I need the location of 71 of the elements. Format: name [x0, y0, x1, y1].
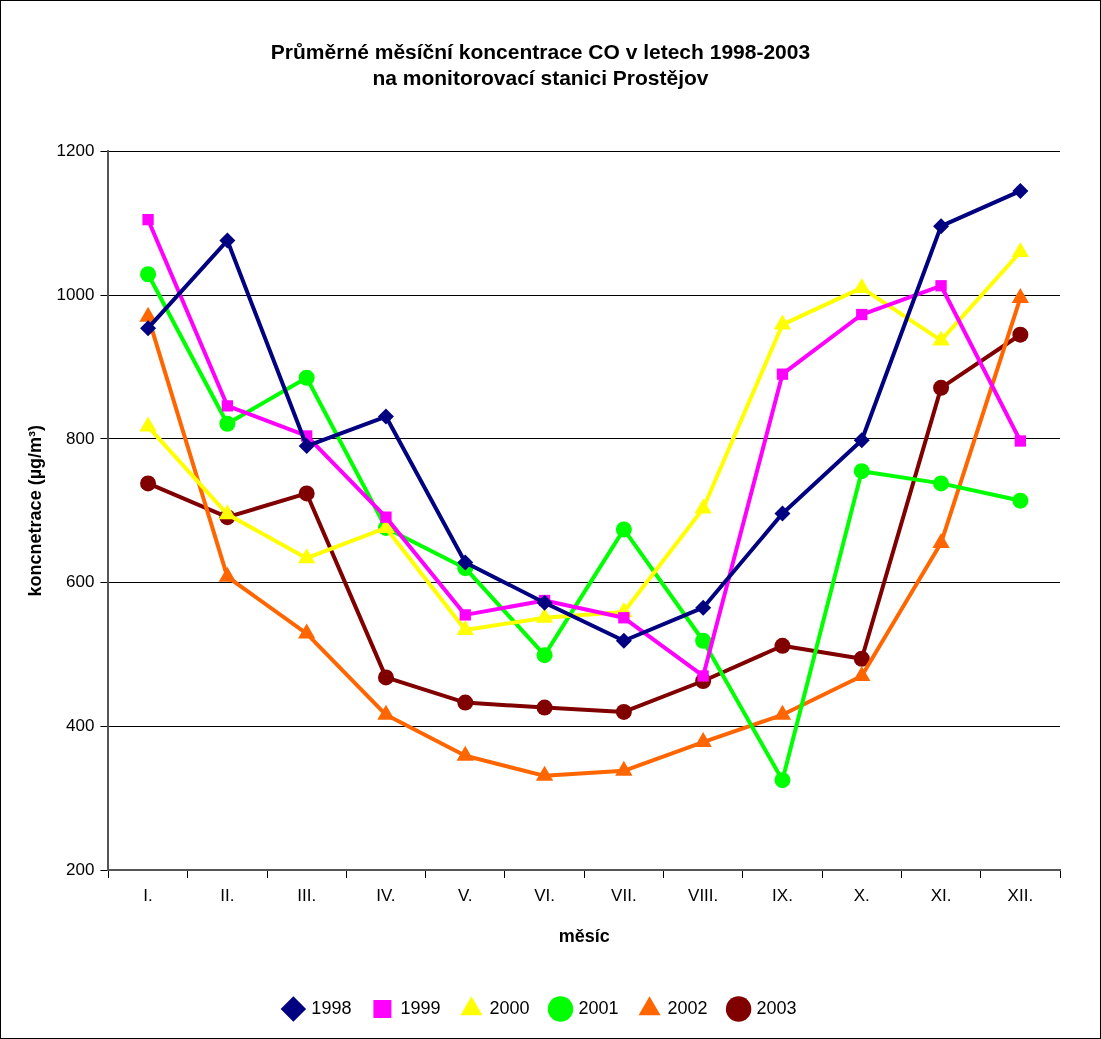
chart-title: Průměrné měsíční koncentrace CO v letech 1998-2003 na monitorovací stanici Prostějov	[270, 40, 811, 89]
x-tick-label: IX.	[772, 885, 793, 905]
point	[1012, 326, 1029, 343]
point	[377, 408, 394, 425]
point	[774, 505, 791, 522]
x-tick-label: I.	[143, 885, 153, 905]
point	[776, 368, 789, 380]
point	[615, 632, 632, 649]
y-tick-label: 1200	[56, 141, 95, 161]
legend-label: 1999	[400, 997, 441, 1018]
point	[853, 463, 870, 480]
x-tick-label: XI.	[930, 885, 952, 905]
x-tick-label: X.	[853, 885, 870, 905]
x-tick-label: V.	[458, 885, 473, 905]
y-tick-label: 1000	[56, 284, 95, 304]
point	[219, 415, 236, 432]
point	[536, 647, 553, 664]
point	[457, 554, 474, 571]
legend-label: 2000	[489, 997, 530, 1018]
point	[140, 475, 157, 492]
point	[695, 599, 712, 616]
y-tick-label: 200	[66, 859, 95, 879]
point	[298, 548, 316, 564]
point	[853, 432, 870, 449]
x-tick-label: XII.	[1007, 885, 1034, 905]
point	[377, 669, 394, 686]
point	[380, 511, 392, 523]
legend-label: 1998	[311, 997, 352, 1018]
point	[142, 214, 154, 226]
point	[536, 699, 553, 716]
point	[933, 379, 950, 396]
point	[774, 637, 791, 654]
point	[1014, 435, 1027, 447]
point	[774, 772, 791, 789]
point	[935, 280, 947, 292]
point	[459, 609, 471, 621]
point	[219, 232, 236, 249]
point	[298, 369, 315, 386]
point	[853, 650, 870, 667]
point	[695, 632, 712, 649]
point	[140, 320, 157, 337]
point	[933, 218, 950, 235]
point	[615, 703, 632, 720]
point	[933, 475, 950, 492]
point	[856, 308, 868, 321]
legend-label: 2002	[667, 997, 708, 1018]
point	[618, 612, 630, 624]
point	[457, 694, 474, 711]
x-tick-label: VI.	[534, 885, 555, 905]
y-tick-label: 800	[66, 428, 95, 448]
x-tick-label: VIII.	[688, 885, 719, 905]
x-tick-label: II.	[220, 885, 235, 905]
point	[298, 485, 315, 502]
point	[221, 400, 234, 412]
y-tick-label: 400	[66, 715, 95, 735]
legend-label: 2003	[756, 997, 797, 1018]
point	[1012, 182, 1029, 199]
point	[298, 438, 315, 455]
x-axis-title: měsíc	[558, 926, 610, 947]
point	[932, 533, 950, 549]
point	[615, 521, 632, 538]
y-axis-title: koncnetrace (µg/m³)	[24, 424, 45, 597]
x-tick-label: VII.	[611, 885, 637, 905]
legend-label: 2001	[578, 997, 619, 1018]
x-tick-label: IV.	[376, 885, 396, 905]
point	[694, 732, 712, 748]
y-tick-label: 600	[66, 572, 95, 592]
point	[140, 266, 157, 283]
x-tick-label: III.	[297, 885, 317, 905]
point	[536, 594, 553, 611]
point	[1012, 492, 1029, 509]
